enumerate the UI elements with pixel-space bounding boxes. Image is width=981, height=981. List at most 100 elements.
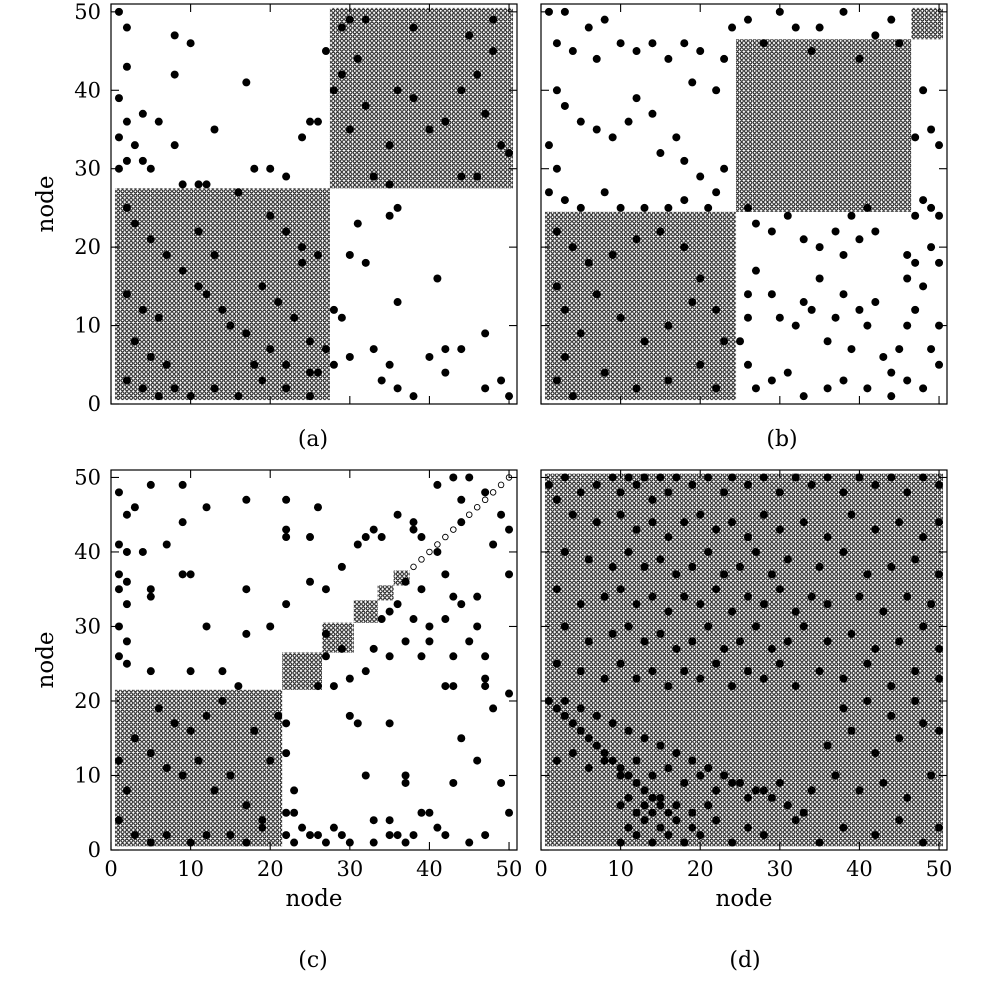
data-point-c-28: [242, 585, 251, 594]
data-point-d-123: [728, 682, 737, 691]
data-point-a-22: [250, 164, 259, 173]
data-point-d-74: [616, 585, 625, 594]
data-point-c-70: [401, 577, 410, 586]
data-point-c-125: [505, 808, 514, 817]
data-point-b-64: [783, 211, 792, 220]
data-point-a-16: [138, 156, 147, 165]
data-point-d-135: [552, 704, 561, 713]
data-point-c-11: [162, 540, 171, 549]
data-point-b-128: [712, 384, 721, 393]
data-point-a-44: [481, 109, 490, 118]
data-point-d-183: [855, 786, 864, 795]
data-point-c-105: [361, 771, 370, 780]
data-point-b-93: [903, 274, 912, 283]
data-point-b-132: [680, 243, 689, 252]
data-point-c-95: [290, 786, 299, 795]
data-point-d-168: [584, 764, 593, 773]
data-point-d-69: [911, 555, 920, 564]
data-point-a-118: [266, 345, 275, 354]
data-point-a-68: [130, 337, 139, 346]
data-point-d-173: [664, 764, 673, 773]
data-point-c-27: [202, 622, 211, 631]
data-point-d-139: [584, 734, 593, 743]
data-point-c-89: [481, 674, 490, 683]
panel-caption-a: (a): [298, 427, 328, 452]
data-point-a-51: [361, 15, 370, 24]
x-tick-label: 40: [416, 857, 443, 881]
data-point-a-70: [162, 360, 171, 369]
data-point-b-27: [688, 78, 697, 87]
data-point-d-161: [736, 778, 745, 787]
data-point-c-91: [505, 689, 514, 698]
data-point-d-226: [911, 696, 920, 705]
data-point-d-164: [783, 801, 792, 810]
data-point-d-91: [927, 600, 936, 609]
data-point-c-57: [457, 518, 466, 527]
data-point-c-148: [210, 786, 219, 795]
data-point-d-78: [680, 592, 689, 601]
data-point-d-67: [863, 570, 872, 579]
data-point-c-116: [425, 808, 434, 817]
data-point-b-18: [592, 125, 601, 134]
data-point-a-71: [122, 376, 131, 385]
data-point-c-158: [250, 726, 259, 735]
data-point-b-32: [680, 196, 689, 205]
diagonal-point-39: [418, 556, 425, 563]
data-point-d-205: [871, 831, 880, 840]
data-point-d-36: [664, 533, 673, 542]
y-axis-label: node: [33, 176, 59, 233]
data-point-b-28: [712, 86, 721, 95]
data-point-b-65: [799, 235, 808, 244]
panel-caption-c: (c): [298, 948, 328, 973]
data-point-b-8: [632, 47, 641, 56]
data-point-b-134: [632, 235, 641, 244]
data-point-b-104: [863, 384, 872, 393]
data-point-c-110: [393, 831, 402, 840]
data-point-a-106: [393, 203, 402, 212]
plot-frame-c: [110, 469, 518, 851]
data-point-d-141: [600, 749, 609, 758]
data-point-b-66: [815, 243, 824, 252]
data-point-c-8: [114, 540, 123, 549]
data-point-b-25: [680, 156, 689, 165]
data-point-d-114: [576, 667, 585, 676]
y-tick-label: 30: [74, 157, 101, 181]
data-point-d-125: [759, 674, 768, 683]
data-point-b-29: [720, 164, 729, 173]
data-point-d-200: [743, 823, 752, 832]
data-point-c-159: [266, 756, 275, 765]
data-point-c-21: [122, 637, 131, 646]
data-point-b-69: [855, 235, 864, 244]
data-point-a-45: [497, 141, 506, 150]
data-point-d-154: [624, 726, 633, 735]
data-point-c-90: [481, 682, 490, 691]
x-tick-label: 10: [607, 857, 634, 881]
data-point-c-79: [337, 644, 346, 653]
data-point-b-9: [648, 39, 657, 48]
data-point-a-14: [210, 125, 219, 134]
data-point-d-196: [688, 823, 697, 832]
data-point-a-87: [369, 345, 378, 354]
data-point-d-217: [704, 801, 713, 810]
data-point-a-114: [274, 298, 283, 307]
data-point-c-143: [130, 734, 139, 743]
data-point-d-107: [823, 637, 832, 646]
data-point-c-24: [146, 667, 155, 676]
data-point-c-126: [473, 756, 482, 765]
data-point-d-155: [640, 734, 649, 743]
data-point-c-34: [313, 503, 322, 512]
data-point-a-47: [473, 172, 482, 181]
data-point-c-32: [282, 525, 291, 534]
data-point-d-35: [648, 518, 657, 527]
data-point-c-107: [385, 719, 394, 728]
data-point-b-103: [887, 392, 896, 401]
panel-caption-d: (d): [729, 948, 760, 973]
data-point-b-95: [919, 282, 928, 291]
data-point-b-13: [720, 54, 729, 63]
data-point-c-74: [369, 644, 378, 653]
data-point-a-64: [242, 329, 251, 338]
data-point-a-59: [178, 266, 187, 275]
data-point-d-5: [608, 473, 617, 482]
data-point-d-106: [799, 622, 808, 631]
data-point-a-49: [369, 172, 378, 181]
